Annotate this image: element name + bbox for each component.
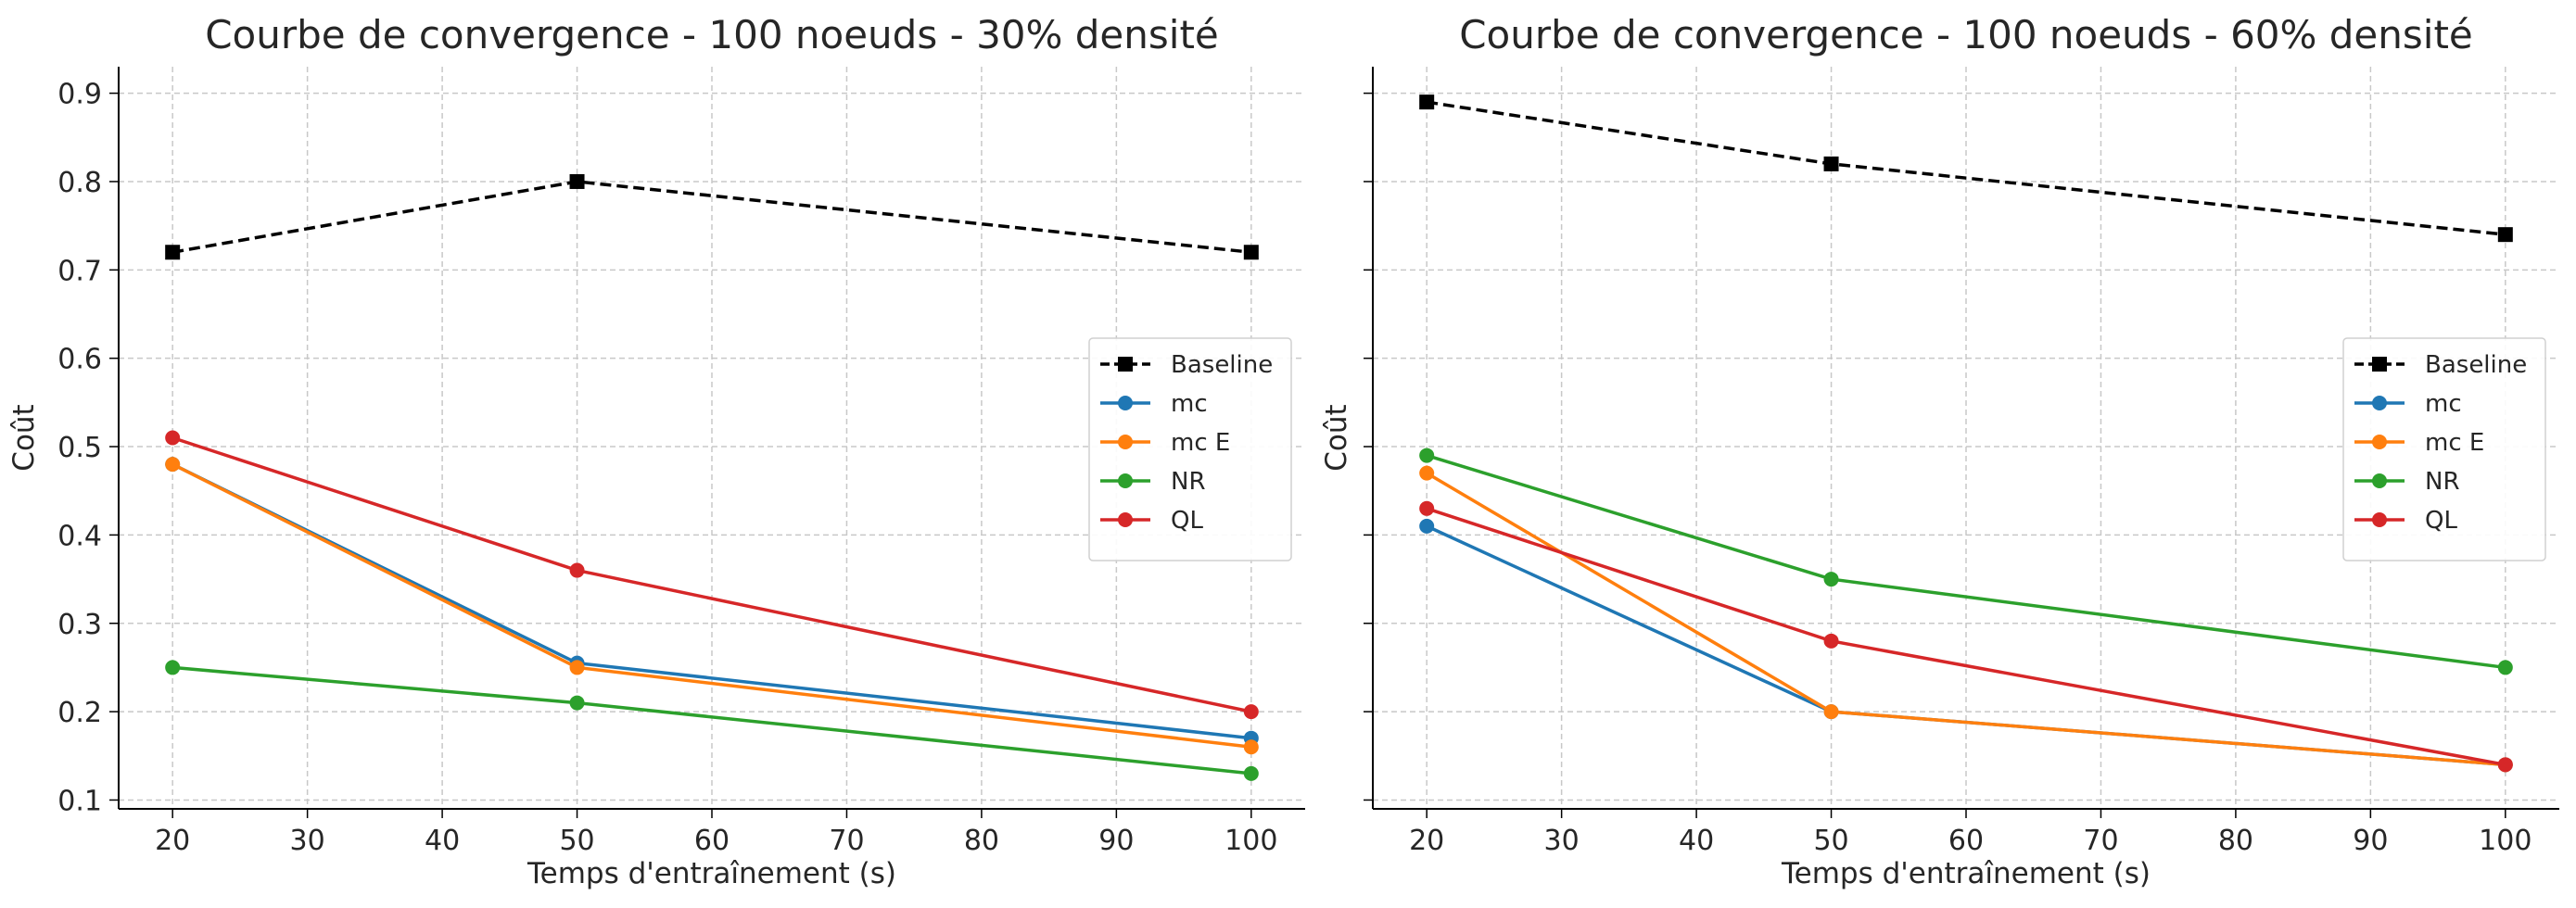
x-tick-label: 50 [1813,825,1848,857]
x-tick-label: 30 [290,825,325,857]
chart-title: Courbe de convergence - 100 noeuds - 60%… [1459,12,2473,57]
x-tick-label: 100 [1225,825,1277,857]
legend-label: mc [2425,390,2462,418]
y-tick-label: 0.1 [57,785,102,817]
legend-marker [2372,473,2387,488]
data-point [1419,518,1435,534]
x-tick-label: 70 [829,825,864,857]
data-point [1823,633,1839,649]
legend-marker-square [2372,357,2387,372]
legend-marker [2372,512,2387,527]
data-point [1243,704,1259,720]
y-tick-label: 0.2 [57,697,102,729]
x-tick-label: 50 [559,825,594,857]
data-point [1823,572,1839,587]
y-axis-label: Coût [7,404,41,471]
legend-label: Baseline [1171,351,1273,379]
data-point-square [2497,227,2513,243]
legend-box [1088,337,1292,561]
x-tick-label: 60 [1948,825,1984,857]
legend-label: NR [1171,468,1206,496]
x-tick-label: 90 [2353,825,2388,857]
data-point [1419,500,1435,516]
legend-marker [1118,435,1133,449]
legend-label: mc E [2425,429,2484,457]
x-axis-label: Temps d'entraînement (s) [1781,857,2151,890]
chart-right: 20 30 40 50 60 70 80 90 100 Courbe de convergence… [1320,12,2559,890]
x-tick-label: 90 [1098,825,1134,857]
legend-marker-square [1118,357,1133,372]
legend-box [2342,337,2546,561]
data-point [569,562,585,578]
x-tick-label: 40 [1679,825,1714,857]
y-tick-label: 0.7 [57,255,102,287]
x-tick-label: 20 [1409,825,1444,857]
data-point [1823,704,1839,720]
x-tick-label: 80 [964,825,999,857]
data-point [1243,765,1259,781]
chart-title: Courbe de convergence - 100 noeuds - 30%… [205,12,1219,57]
x-tick-label: 40 [425,825,460,857]
legend-marker [1118,396,1133,410]
chart-left: 20 30 40 50 60 70 80 90 100 0.1 0.2 0.3 0.4 0.5 0.6 0.7… [7,12,1305,890]
legend-marker [2372,396,2387,410]
x-tick-label: 30 [1544,825,1580,857]
data-point [165,660,181,675]
legend-label: mc [1171,390,1208,418]
y-tick-label: 0.4 [57,520,102,552]
data-point [165,430,181,446]
data-point [569,695,585,711]
legend-marker [1118,512,1133,527]
data-point [2497,660,2513,675]
legend-marker [1118,473,1133,488]
data-point-square [569,173,585,189]
data-point [1243,739,1259,755]
y-tick-label: 0.3 [57,609,102,641]
data-point-square [1419,95,1435,110]
legend-label: NR [2425,468,2460,496]
data-point-square [165,245,181,260]
legend-label: Baseline [2425,351,2527,379]
legend-label: mc E [1171,429,1230,457]
data-point [165,457,181,473]
x-tick-label: 60 [694,825,730,857]
x-tick-label: 70 [2083,825,2118,857]
y-tick-label: 0.8 [57,167,102,199]
y-tick-label: 0.9 [57,79,102,111]
data-point [1419,465,1435,481]
y-tick-label: 0.5 [57,432,102,464]
legend-label: QL [1171,507,1203,535]
y-axis-label: Coût [1320,404,1353,471]
x-tick-label: 20 [155,825,190,857]
data-point [1419,448,1435,463]
x-tick-label: 100 [2479,825,2532,857]
x-axis-label: Temps d'entraînement (s) [527,857,896,890]
x-tick-label: 80 [2218,825,2253,857]
data-point [2497,757,2513,773]
y-tick-label: 0.6 [57,344,102,376]
legend-label: QL [2425,507,2457,535]
data-point [569,660,585,675]
legend-marker [2372,435,2387,449]
data-point-square [1243,245,1259,260]
data-point-square [1823,156,1839,171]
